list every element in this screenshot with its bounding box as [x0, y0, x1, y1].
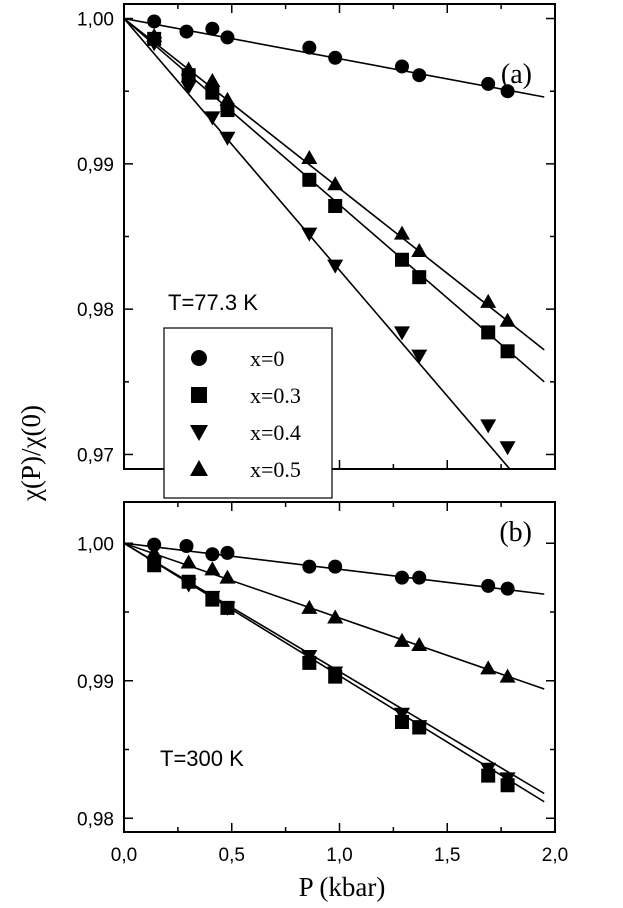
- data-point-x=0: [412, 570, 427, 585]
- data-point-x=0.4: [204, 111, 221, 126]
- temperature-annotation: T=77.3 K: [168, 290, 258, 315]
- data-point-x=0.5: [180, 554, 197, 569]
- data-point-x=0.4: [499, 441, 516, 456]
- x-tick-label: 1,0: [326, 845, 352, 866]
- data-point-x=0.5: [327, 609, 344, 624]
- data-point-x=0.5: [393, 225, 410, 240]
- data-point-x=0.5: [204, 73, 221, 88]
- panel-label: (b): [499, 517, 532, 548]
- y-tick-label: 1,00: [77, 10, 114, 31]
- data-point-x=0.3: [328, 198, 343, 213]
- data-point-x=0.4: [393, 707, 410, 722]
- legend-marker-x=0.4: [190, 425, 208, 441]
- data-point-x=0.4: [499, 772, 516, 787]
- data-point-x=0.4: [327, 259, 344, 274]
- data-point-x=0.5: [393, 632, 410, 647]
- panel-a: 0,97 0,98 0,99 1,00 (a) T=77.3 K: [77, 3, 556, 470]
- data-point-x=0.5: [499, 312, 516, 327]
- y-tick-label: 0,99: [77, 155, 114, 176]
- data-point-x=0.4: [180, 80, 197, 95]
- panel-label: (a): [501, 59, 532, 90]
- data-point-x=0.5: [411, 243, 428, 258]
- data-point-x=0.5: [480, 293, 497, 308]
- y-tick-label: 0,98: [77, 300, 114, 321]
- data-point-x=0.4: [393, 326, 410, 341]
- data-point-x=0.5: [204, 561, 221, 576]
- data-point-x=0: [179, 24, 194, 39]
- data-point-x=0.5: [480, 660, 497, 675]
- data-point-x=0.5: [301, 150, 318, 165]
- data-point-x=0: [412, 68, 427, 83]
- data-point-x=0.5: [146, 544, 163, 559]
- data-point-x=0: [302, 40, 317, 55]
- x-axis-label: P (kbar): [299, 872, 386, 902]
- data-point-x=0: [481, 578, 496, 593]
- data-point-x=0.3: [394, 252, 409, 267]
- data-point-x=0.4: [480, 419, 497, 434]
- data-point-x=0: [179, 539, 194, 553]
- legend-box: [163, 327, 333, 499]
- data-point-x=0.3: [412, 270, 427, 285]
- legend-marker-x=0: [191, 350, 207, 366]
- data-point-x=0.5: [180, 61, 197, 76]
- data-point-x=0: [147, 537, 162, 552]
- data-point-x=0: [328, 559, 343, 574]
- data-point-x=0.5: [327, 176, 344, 191]
- x-tick-label: 2,0: [542, 845, 568, 866]
- legend-label: x=0.3: [250, 383, 301, 408]
- data-point-x=0.4: [327, 666, 344, 681]
- data-point-x=0.4: [411, 720, 428, 735]
- data-point-x=0: [220, 545, 235, 560]
- data-point-x=0.4: [146, 556, 163, 571]
- data-point-x=0.4: [480, 762, 497, 777]
- data-point-x=0.4: [219, 601, 236, 616]
- data-point-x=0: [500, 84, 515, 99]
- data-point-x=0.5: [499, 668, 516, 683]
- y-tick-label: 0,98: [77, 809, 114, 830]
- data-point-x=0: [394, 59, 409, 74]
- y-tick-label: 1,00: [77, 534, 114, 555]
- data-point-x=0.3: [500, 344, 515, 359]
- data-point-x=0.3: [220, 103, 235, 118]
- data-point-x=0: [205, 21, 220, 36]
- data-point-x=0.4: [301, 227, 318, 242]
- data-point-x=0: [205, 547, 220, 562]
- data-point-x=0.5: [219, 91, 236, 106]
- data-point-x=0: [500, 581, 515, 596]
- data-point-x=0.5: [411, 637, 428, 651]
- data-point-x=0: [220, 30, 235, 45]
- data-point-x=0: [147, 14, 162, 29]
- data-point-x=0.3: [394, 715, 409, 729]
- x-tick-label: 0,0: [111, 845, 137, 866]
- data-point-x=0.3: [302, 172, 317, 187]
- data-point-x=0.4: [180, 578, 197, 593]
- temperature-annotation: T=300 K: [160, 746, 244, 771]
- x-tick-label: 0,5: [219, 845, 245, 866]
- data-point-x=0.4: [301, 650, 318, 664]
- y-tick-label: 0,99: [77, 672, 114, 693]
- data-point-x=0: [394, 570, 409, 585]
- data-point-x=0.3: [205, 85, 220, 100]
- data-point-x=0.4: [411, 349, 428, 364]
- data-point-x=0.5: [219, 569, 236, 584]
- legend-label: x=0: [250, 346, 284, 371]
- data-point-x=0: [481, 76, 496, 91]
- legend-marker-x=0.3: [191, 387, 207, 403]
- y-tick-label: 0,97: [77, 445, 114, 466]
- y-axis-label: χ(P)/χ(0): [16, 405, 46, 502]
- legend-marker-x=0.5: [190, 460, 208, 476]
- data-point-x=0.5: [301, 599, 318, 614]
- legend-label: x=0.4: [250, 420, 301, 445]
- legend: x=0 x=0.3 x=0.4 x=0.5: [163, 327, 333, 499]
- data-point-x=0.4: [219, 131, 236, 146]
- data-point-x=0.4: [204, 590, 221, 605]
- data-point-x=0.3: [481, 325, 496, 340]
- panel-b: 0,0 0,5 1,0 1,5 2,0 0,98 0,99 1,00 (b) T=300 K: [77, 501, 568, 866]
- x-tick-label: 1,5: [434, 845, 460, 866]
- data-point-x=0.5: [146, 27, 163, 42]
- data-point-x=0: [328, 50, 343, 65]
- legend-label: x=0.5: [250, 457, 301, 482]
- data-point-x=0: [302, 559, 317, 574]
